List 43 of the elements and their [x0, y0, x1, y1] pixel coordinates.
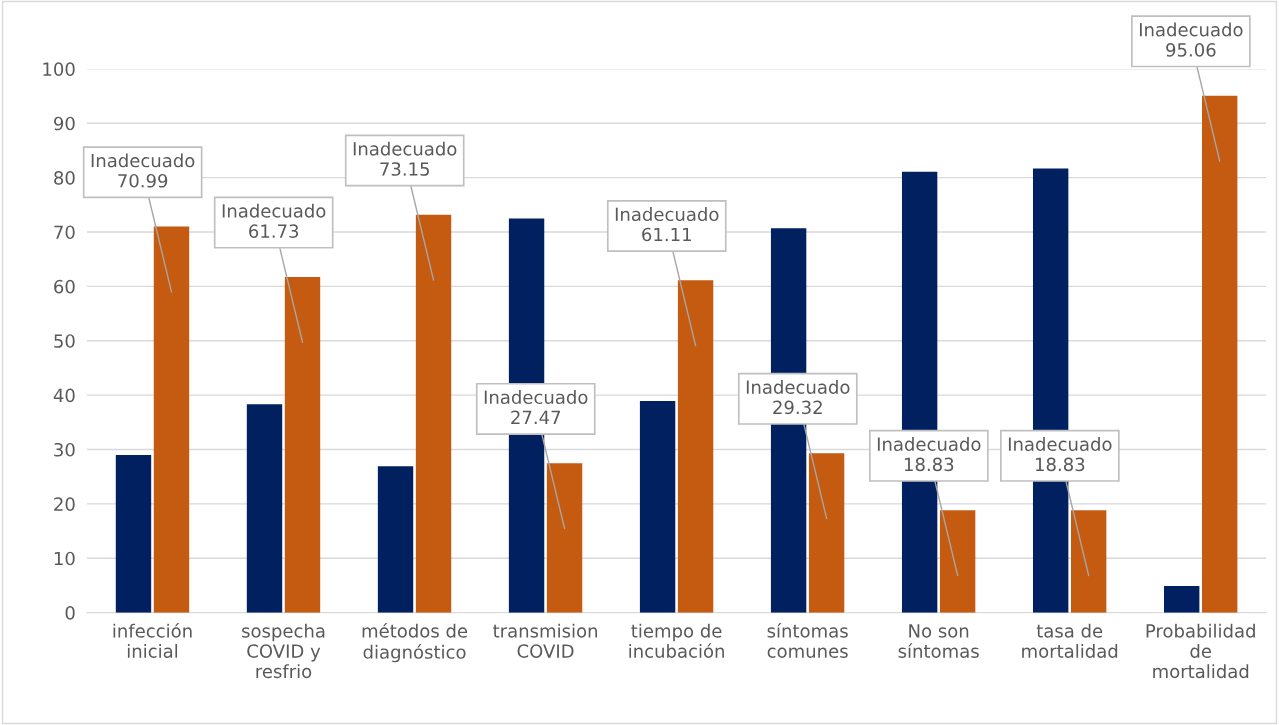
x-tick-label: transmision COVID — [493, 623, 597, 658]
data-label: Inadecuado 29.32 — [746, 379, 850, 415]
y-tick-label: 60 — [54, 279, 75, 294]
bar — [153, 226, 190, 613]
y-tick-label: 90 — [54, 116, 75, 131]
data-label: Inadecuado 70.99 — [91, 153, 195, 188]
data-label: Inadecuado 18.83 — [877, 437, 981, 472]
bar — [115, 454, 152, 613]
y-tick-label: 30 — [54, 442, 75, 457]
y-tick-label: 80 — [54, 171, 75, 185]
bar — [246, 404, 283, 613]
bar — [415, 214, 452, 613]
y-tick-label: 70 — [54, 225, 75, 240]
bar — [284, 276, 321, 613]
x-tick-label: tiempo de incubación — [629, 623, 724, 658]
x-tick-label: tasa de mortalidad — [1022, 623, 1118, 658]
bar — [939, 510, 976, 613]
bar — [377, 466, 414, 613]
bar — [1070, 510, 1107, 613]
y-tick-label: 100 — [43, 62, 75, 76]
y-tick-label: 50 — [54, 334, 75, 348]
bar — [546, 463, 583, 613]
x-tick-label: métodos de diagnóstico — [362, 623, 468, 663]
y-tick-label: 0 — [65, 606, 75, 620]
bar — [808, 453, 845, 613]
x-tick-label: sospecha COVID y resfrio — [242, 623, 325, 679]
data-label: Inadecuado 73.15 — [353, 141, 457, 176]
bar — [1202, 95, 1238, 613]
y-tick-label: 20 — [54, 497, 75, 511]
y-tick-label: 40 — [53, 388, 75, 403]
data-label: Inadecuado 61.11 — [615, 207, 719, 242]
bar — [1164, 585, 1200, 613]
data-label: Inadecuado 27.47 — [484, 390, 588, 424]
bar — [639, 401, 676, 613]
data-label: Inadecuado 18.83 — [1008, 437, 1112, 472]
x-tick-label: No son síntomas — [898, 624, 979, 658]
x-tick-label: Probabilidad de mortalidad — [1146, 623, 1255, 679]
x-tick-label: síntomas comunes — [767, 623, 848, 658]
bar — [677, 280, 714, 613]
data-label: Inadecuado 61.73 — [222, 203, 326, 238]
x-tick-label: infección inicial — [113, 623, 192, 658]
y-tick-label: 10 — [54, 551, 75, 566]
data-label: Inadecuado 95.06 — [1139, 22, 1243, 57]
